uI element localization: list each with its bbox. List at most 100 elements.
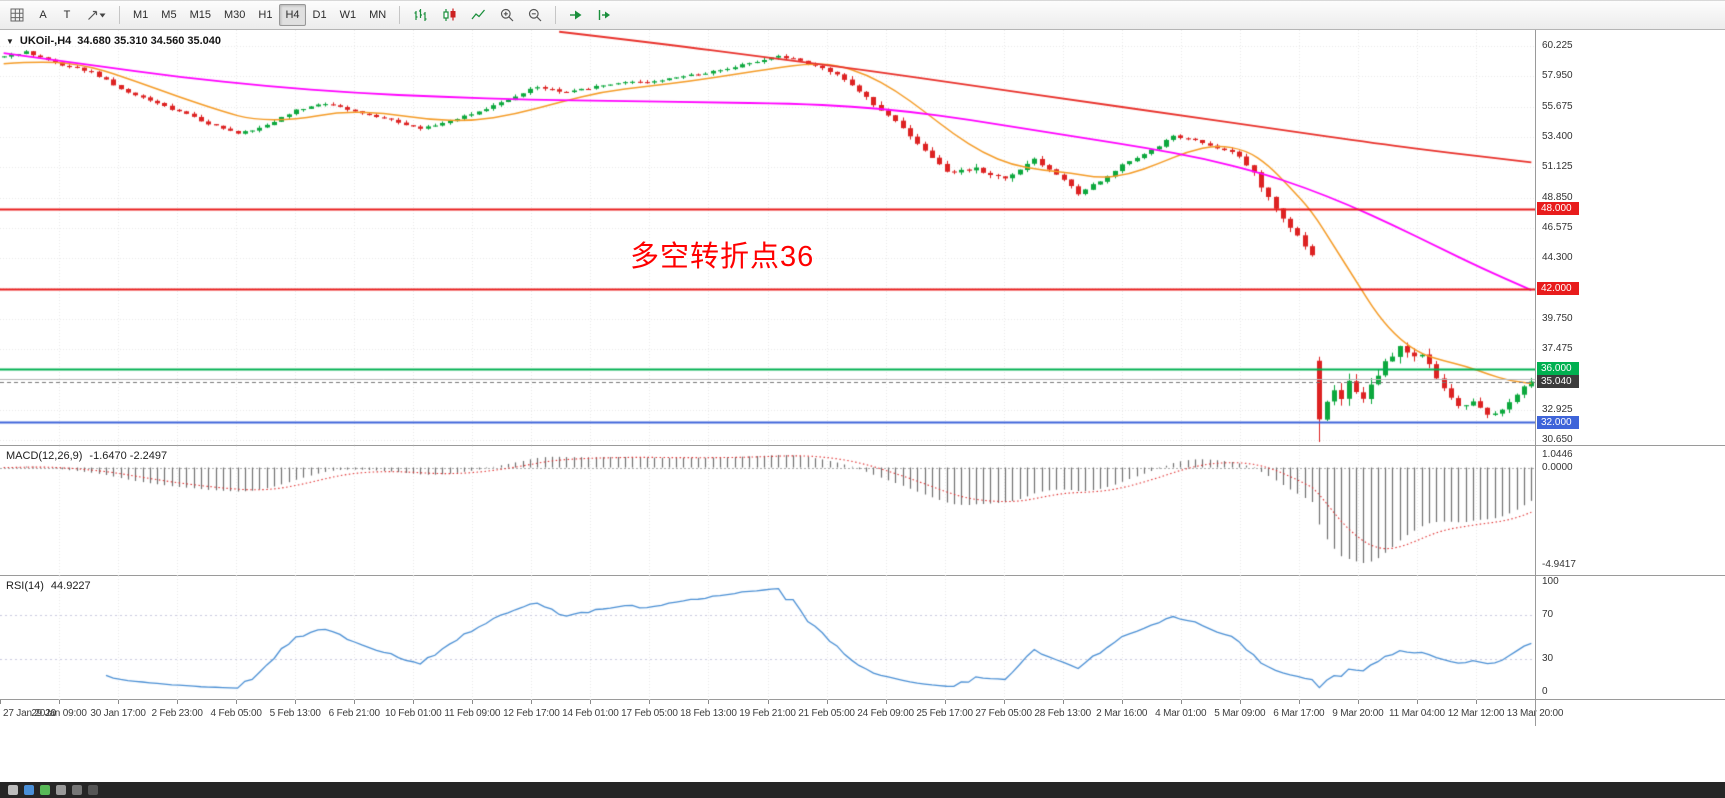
time-axis-label: 14 Feb 01:00	[562, 708, 619, 719]
timeframe-button-h4[interactable]: H4	[279, 4, 306, 26]
cursor-button-label: A	[39, 9, 47, 21]
indicators-button[interactable]	[4, 4, 30, 26]
trendline-arrow-icon	[88, 10, 98, 20]
time-axis-tick	[1476, 700, 1477, 704]
time-axis-label: 18 Feb 13:00	[680, 708, 737, 719]
taskbar-icon-3[interactable]	[40, 785, 50, 795]
timeframe-group: M1 M5 M15 M30 H1 H4 D1 W1 MN	[127, 4, 392, 26]
line-chart-icon	[471, 9, 486, 20]
top-toolbar: A T M1 M5 M15 M30 H1 H4 D1 W1 MN	[0, 0, 1725, 30]
macd-axis-label: 1.0446	[1542, 449, 1573, 460]
time-axis-label: 4 Mar 01:00	[1155, 708, 1207, 719]
time-axis-tick	[118, 700, 119, 704]
chart-title: ▼ UKOil-,H4 34.680 35.310 34.560 35.040	[6, 35, 221, 47]
time-axis-tick	[0, 700, 1, 704]
window-footer-space	[0, 726, 1725, 782]
time-axis-tick	[413, 700, 414, 704]
time-axis-label: 27 Jan 2020	[3, 708, 56, 719]
time-axis-label: 12 Feb 17:00	[503, 708, 560, 719]
time-axis[interactable]: 27 Jan 2020 29 Jan 09:00 30 Jan 17:00 2 Feb…	[0, 700, 1725, 726]
time-axis-tick	[886, 700, 887, 704]
timeframe-button-m30[interactable]: M30	[223, 9, 246, 21]
zoom-in-button[interactable]	[494, 4, 520, 26]
zoom-in-icon	[501, 8, 514, 22]
price-axis-label: 53.400	[1542, 130, 1573, 142]
price-axis-label: 46.575	[1542, 221, 1573, 233]
timeframe-button-m5[interactable]: M5	[161, 9, 177, 21]
time-axis-label: 10 Feb 01:00	[384, 708, 442, 719]
chart-ohlc-values: 34.680 35.310 34.560 35.040	[77, 35, 222, 47]
time-axis-tick	[590, 700, 591, 704]
price-axis-label: 37.475	[1542, 343, 1573, 355]
rsi-canvas[interactable]	[0, 576, 1535, 700]
zoom-out-button[interactable]	[522, 4, 548, 26]
rsi-axis: 100 70 30 0	[1535, 576, 1725, 699]
time-axis-tick	[177, 700, 178, 704]
time-axis-label: 30 Jan 17:00	[90, 708, 146, 719]
time-axis-label: 9 Mar 20:00	[1332, 708, 1384, 719]
chart-shift-button[interactable]	[591, 4, 617, 26]
rsi-panel: RSI(14) 44.9227 100 70 30 0	[0, 576, 1725, 700]
chart-symbol-period: UKOil-,H4	[19, 35, 72, 47]
price-axis-label: 60.225	[1542, 40, 1573, 52]
time-axis-tick	[1240, 700, 1241, 704]
time-axis-label: 4 Feb 05:00	[210, 708, 262, 719]
time-axis-tick	[236, 700, 237, 704]
macd-canvas[interactable]	[0, 446, 1535, 576]
time-axis-label: 21 Feb 05:00	[798, 708, 855, 719]
bar-chart-button[interactable]	[407, 4, 434, 26]
chart-annotation-text[interactable]: 多空转折点36	[630, 241, 815, 273]
rsi-axis-label: 0	[1542, 686, 1548, 697]
toolbar-separator	[399, 6, 401, 24]
time-axis-tick	[1417, 700, 1418, 704]
time-axis-label: 6 Mar 17:00	[1273, 708, 1325, 719]
time-axis-label: 11 Feb 09:00	[444, 708, 501, 719]
price-badge-36.000: 36.000	[1537, 362, 1579, 376]
time-axis-label: 27 Feb 05:00	[975, 708, 1032, 719]
timeframe-button-m1[interactable]: M1	[133, 9, 149, 21]
text-tool-button-label: T	[63, 9, 71, 21]
taskbar-icon-6[interactable]	[88, 785, 98, 795]
symbol-dropdown-icon[interactable]: ▼	[6, 36, 14, 46]
candlestick-icon	[443, 8, 456, 21]
time-axis-label: 28 Feb 13:00	[1034, 708, 1091, 719]
time-axis-tick	[708, 700, 709, 704]
taskbar-icon-5[interactable]	[72, 785, 82, 795]
time-axis-label: 11 Mar 04:00	[1389, 708, 1445, 719]
time-axis-label: 2 Feb 23:00	[151, 708, 203, 719]
macd-axis-label: 0.0000	[1542, 461, 1573, 473]
draw-tool-button[interactable]	[80, 4, 112, 26]
macd-name: MACD(12,26,9)	[6, 450, 83, 462]
taskbar-icon-1[interactable]	[8, 785, 18, 795]
line-chart-button[interactable]	[465, 4, 492, 26]
price-badge-32.000: 32.000	[1537, 415, 1579, 429]
rsi-label: RSI(14) 44.9227	[6, 580, 91, 592]
macd-label: MACD(12,26,9) -1.6470 -2.2497	[6, 450, 167, 462]
timeframe-button-m15[interactable]: M15	[189, 9, 211, 21]
time-axis-label: 24 Feb 09:00	[857, 708, 914, 719]
price-axis-label: 39.750	[1542, 312, 1573, 324]
timeframe-button-d1[interactable]: D1	[312, 9, 327, 21]
toolbar-separator	[555, 6, 557, 24]
main-chart-canvas[interactable]	[0, 30, 1535, 446]
auto-scroll-icon	[570, 10, 582, 20]
auto-scroll-button[interactable]	[563, 4, 589, 26]
rsi-value: 44.9227	[50, 580, 91, 592]
time-axis-tick	[295, 700, 296, 704]
zoom-out-icon	[529, 8, 542, 22]
timeframe-button-w1[interactable]: W1	[339, 9, 357, 21]
taskbar-icon-4[interactable]	[56, 785, 66, 795]
timeframe-button-mn[interactable]: MN	[369, 9, 387, 21]
price-badge-35.040: 35.040	[1537, 375, 1579, 389]
taskbar-icon-2[interactable]	[24, 785, 34, 795]
cursor-button[interactable]: A	[32, 4, 54, 26]
candle-chart-button[interactable]	[436, 4, 463, 26]
time-axis-label: 6 Feb 21:00	[328, 708, 380, 719]
grid-icon	[10, 8, 24, 22]
time-axis-tick	[354, 700, 355, 704]
taskbar-strip	[0, 782, 1725, 798]
macd-panel: MACD(12,26,9) -1.6470 -2.2497 1.0446 0.00…	[0, 446, 1725, 576]
text-tool-button[interactable]: T	[56, 4, 78, 26]
rsi-axis-label: 100	[1542, 576, 1559, 587]
timeframe-button-h1[interactable]: H1	[258, 9, 273, 21]
